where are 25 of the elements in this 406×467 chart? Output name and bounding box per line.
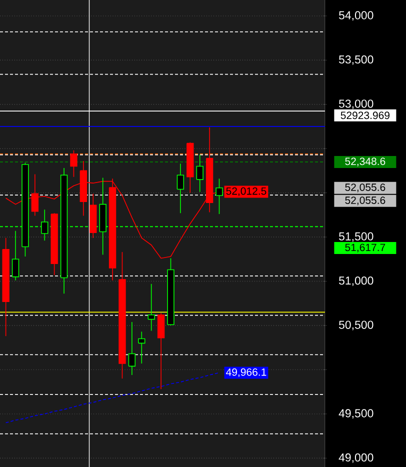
text: 52,055.6 [345, 196, 386, 206]
y-tick-label: 53,000 [338, 100, 374, 110]
y-tick-label: 53,500 [338, 55, 374, 65]
ref-line-label: 52923.969 [340, 112, 390, 120]
candlestick [216, 178, 223, 214]
y-tick-label: 50,500 [338, 320, 374, 330]
candlestick [138, 331, 146, 364]
candlestick [196, 154, 204, 192]
ref-line-label: 52,348.6 [345, 158, 386, 166]
text: 52,055.6 [345, 184, 386, 192]
candlestick [128, 322, 136, 376]
candlestick [157, 312, 165, 390]
data-label: 49,966.1 [226, 368, 266, 378]
candlestick [70, 150, 78, 178]
y-tick-label: 49,000 [338, 453, 374, 463]
y-tick-label: 51,500 [338, 232, 374, 242]
y-tick-label: 54,000 [338, 11, 374, 21]
data-label: 52,012.5 [226, 187, 266, 196]
candlestick [176, 163, 184, 214]
candlestick [12, 230, 20, 281]
ref-line-label: 51,617.7 [345, 244, 386, 252]
y-tick-label: 51,000 [338, 276, 374, 286]
line-series [5, 372, 220, 424]
candlestick [148, 284, 155, 332]
y-tick-label: 49,500 [338, 409, 374, 419]
